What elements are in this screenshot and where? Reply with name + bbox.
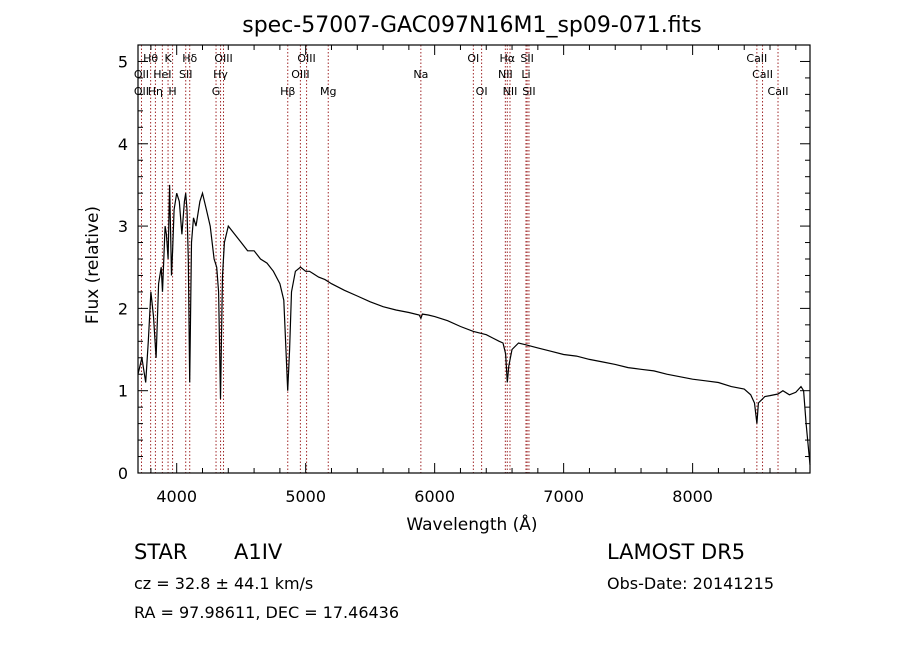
spectral-line-label: Li	[521, 68, 530, 81]
spectral-line-label: SII	[179, 68, 192, 81]
spectral-line-label: NII	[503, 85, 518, 98]
spectral-line-label: OI	[467, 52, 479, 65]
x-tick-label: 4000	[156, 487, 197, 506]
y-axis-label: Flux (relative)	[83, 206, 103, 324]
coordinates: RA = 97.98611, DEC = 17.46436	[134, 603, 400, 622]
spectral-line-label: OIII	[291, 68, 309, 81]
x-axis-label: Wavelength (Å)	[406, 513, 537, 535]
redshift-readout: cz = 32.8 ± 44.1 km/s	[134, 574, 314, 593]
spectral-line-label: OI	[476, 85, 488, 98]
spectral-line-label: OIII	[214, 52, 232, 65]
spectral-line-label: SII	[520, 52, 533, 65]
y-tick-label: 4	[118, 135, 128, 154]
object-subclass: A1IV	[234, 540, 283, 564]
spectral-line-markers	[140, 45, 779, 473]
survey-name: LAMOST DR5	[607, 540, 746, 564]
x-tick-label: 8000	[672, 487, 713, 506]
plot-frame	[137, 44, 811, 474]
x-tick-label: 7000	[543, 487, 584, 506]
spectral-line-label: SII	[522, 85, 535, 98]
x-tick-label: 5000	[285, 487, 326, 506]
x-tick-label: 6000	[414, 487, 455, 506]
y-tick-label: 5	[118, 52, 128, 71]
spectral-line-label: CaII	[768, 85, 789, 98]
spectral-line-label: Hγ	[213, 68, 228, 81]
spectral-line-label: OII	[134, 68, 149, 81]
obs-date: Obs-Date: 20141215	[607, 574, 775, 593]
y-tick-label: 2	[118, 299, 128, 318]
spectral-line-label: K	[164, 52, 172, 65]
spectral-line-label: H	[168, 85, 176, 98]
y-tick-label: 0	[118, 464, 128, 483]
spectrum-series-line	[137, 184, 811, 465]
spectral-line-label: Hθ	[143, 52, 158, 65]
spectral-line-label: Na	[413, 68, 428, 81]
spectral-line-label: Hη	[148, 85, 163, 98]
spectral-line-label: Hα	[500, 52, 516, 65]
spectral-line-label: OII	[134, 85, 149, 98]
chart-title: spec-57007-GAC097N16M1_sp09-071.fits	[242, 13, 702, 38]
spectral-line-label: G	[212, 85, 221, 98]
spectral-line-label: OIII	[297, 52, 315, 65]
object-class: STAR	[134, 540, 188, 564]
y-axis-ticks: 0 1 2 3 4 5	[118, 52, 810, 483]
y-tick-label: 1	[118, 382, 128, 401]
x-axis-ticks: 4000 5000 6000 7000 8000	[150, 45, 797, 506]
spectral-line-label: Hδ	[182, 52, 197, 65]
spectral-line-label: NII	[498, 68, 513, 81]
spectral-line-label: CaII	[752, 68, 773, 81]
spectral-line-label: Mg	[320, 85, 336, 98]
spectral-line-label: Hβ	[280, 85, 295, 98]
spectral-line-label: HeI	[153, 68, 171, 81]
spectral-line-label: CaII	[746, 52, 767, 65]
y-tick-label: 3	[118, 217, 128, 236]
